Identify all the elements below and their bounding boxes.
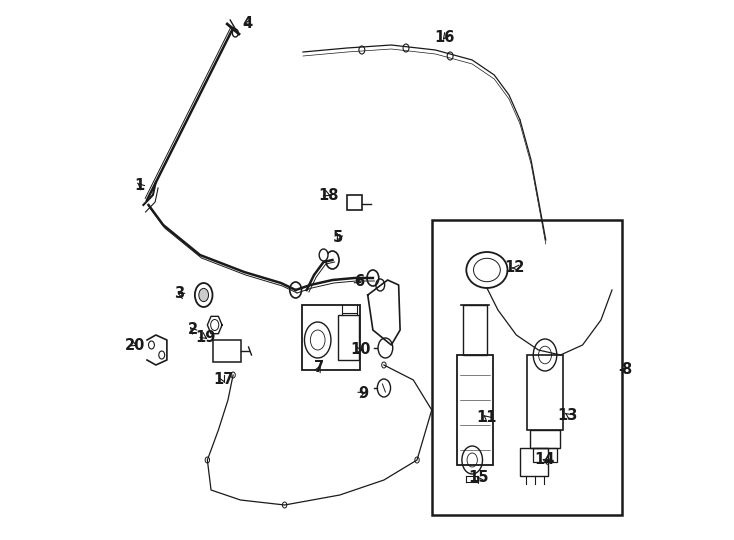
Ellipse shape [403, 44, 409, 52]
Text: 1: 1 [134, 178, 145, 192]
Bar [302, 305, 360, 370]
Text: 17: 17 [214, 373, 233, 388]
Text: 19: 19 [196, 330, 216, 346]
Text: 10: 10 [350, 342, 371, 357]
Bar [214, 340, 241, 362]
Text: 2: 2 [188, 322, 197, 338]
Text: 11: 11 [476, 410, 497, 426]
Ellipse shape [319, 249, 328, 261]
Text: 14: 14 [534, 453, 554, 468]
Ellipse shape [415, 457, 419, 463]
Bar [528, 355, 563, 430]
Ellipse shape [199, 288, 208, 302]
Bar [432, 220, 622, 515]
Ellipse shape [233, 29, 239, 37]
Text: 18: 18 [319, 187, 339, 202]
Bar [534, 448, 557, 462]
Text: 15: 15 [468, 470, 488, 485]
Text: 5: 5 [333, 231, 344, 246]
Bar [338, 315, 359, 360]
Bar [531, 430, 560, 448]
Text: 7: 7 [314, 361, 324, 375]
Text: 20: 20 [125, 338, 145, 353]
Text: 6: 6 [355, 274, 365, 289]
Bar [457, 355, 493, 465]
Bar [347, 195, 362, 210]
Ellipse shape [205, 457, 210, 463]
Text: 13: 13 [558, 408, 578, 422]
Text: 9: 9 [358, 386, 368, 401]
Bar [463, 305, 487, 355]
Ellipse shape [359, 46, 365, 54]
Ellipse shape [231, 372, 236, 378]
Text: 12: 12 [505, 260, 525, 275]
Text: 3: 3 [175, 287, 185, 301]
Ellipse shape [447, 52, 453, 60]
Text: 8: 8 [622, 362, 632, 377]
Text: 16: 16 [434, 30, 454, 45]
Text: 4: 4 [243, 16, 253, 30]
Ellipse shape [283, 502, 287, 508]
Bar [520, 448, 548, 476]
Ellipse shape [382, 362, 386, 368]
